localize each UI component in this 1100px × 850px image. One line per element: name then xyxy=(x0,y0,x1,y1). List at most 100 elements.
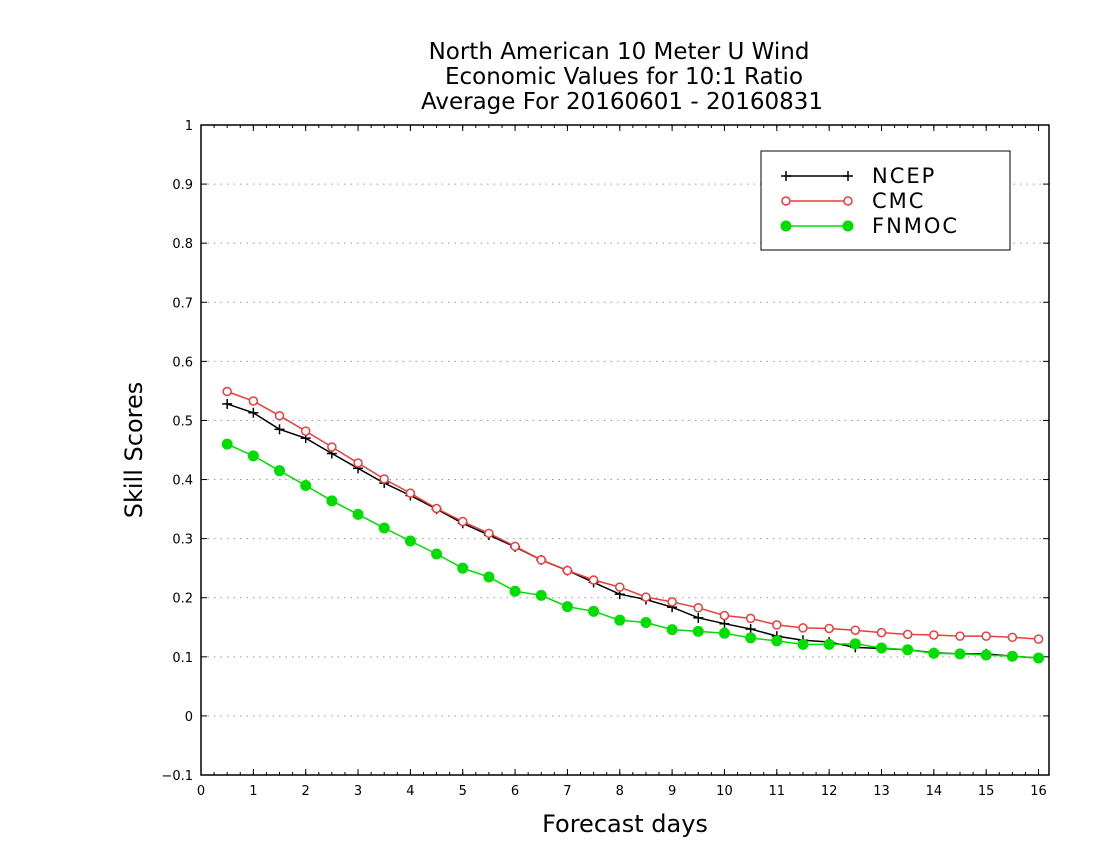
x-tick-label: 16 xyxy=(1030,784,1047,799)
chart-title-line-1: North American 10 Meter U Wind xyxy=(429,39,810,65)
legend-marker-ncep xyxy=(781,171,791,181)
legend-item-ncep: NCEP xyxy=(781,164,934,188)
point-fnmoc xyxy=(797,638,809,650)
point-fnmoc xyxy=(849,638,861,650)
point-cmc xyxy=(300,426,311,436)
series xyxy=(221,386,1045,664)
point-cmc xyxy=(850,625,861,635)
point-cmc xyxy=(772,620,782,630)
x-tick-label: 8 xyxy=(616,784,624,799)
y-tick-label: 0.4 xyxy=(172,474,193,489)
legend-label-cmc: CMC xyxy=(872,189,925,213)
x-tick-label: 1 xyxy=(249,784,257,799)
point-cmc xyxy=(667,597,677,607)
series-line-ncep xyxy=(226,403,1039,659)
point-cmc xyxy=(876,627,887,638)
point-fnmoc xyxy=(535,589,547,601)
y-tick-label: 0.9 xyxy=(172,178,193,193)
point-cmc xyxy=(379,474,389,484)
series-ncep xyxy=(222,398,1044,663)
series-line-fnmoc xyxy=(226,443,1039,659)
point-cmc xyxy=(824,623,834,634)
point-fnmoc xyxy=(640,617,652,629)
point-fnmoc xyxy=(718,627,730,639)
x-tick-label: 11 xyxy=(769,784,786,799)
point-cmc xyxy=(457,516,468,527)
y-tick-label: 0.6 xyxy=(172,355,193,370)
point-fnmoc xyxy=(928,647,940,659)
point-cmc xyxy=(588,575,599,585)
chart-title-line-3: Average For 20160601 - 20160831 xyxy=(421,89,823,115)
y-tick-label: 0.5 xyxy=(172,414,193,429)
legend-marker-ncep xyxy=(843,171,853,181)
point-fnmoc xyxy=(588,605,600,617)
point-fnmoc xyxy=(326,495,338,507)
y-tick-label: 0.3 xyxy=(172,533,193,548)
x-tick-label: 2 xyxy=(302,784,310,799)
point-fnmoc xyxy=(1033,652,1045,664)
y-tick-label: 0.7 xyxy=(172,296,193,311)
point-fnmoc xyxy=(745,632,757,644)
y-tick-label: 0.8 xyxy=(172,237,193,252)
y-tick-label: 1 xyxy=(185,119,193,134)
y-axis-label: Skill Scores xyxy=(120,382,148,519)
x-tick-label: 4 xyxy=(406,784,414,799)
point-fnmoc xyxy=(483,571,495,583)
axis-ticks xyxy=(200,124,1049,776)
x-tick-label: 15 xyxy=(978,784,995,799)
point-fnmoc xyxy=(902,644,914,656)
y-tick-label: 0.1 xyxy=(172,651,193,666)
point-cmc xyxy=(981,631,991,641)
point-fnmoc xyxy=(457,562,469,574)
point-fnmoc xyxy=(666,624,678,636)
point-cmc xyxy=(222,386,232,397)
y-tick-label: 0 xyxy=(185,710,193,725)
point-ncep xyxy=(248,407,259,418)
x-tick-label: 13 xyxy=(873,784,890,799)
legend-item-cmc: CMC xyxy=(781,189,925,213)
point-ncep xyxy=(719,618,730,629)
legend-marker-cmc xyxy=(843,196,853,206)
x-tick-label: 0 xyxy=(197,784,205,799)
point-fnmoc xyxy=(221,438,233,450)
y-tick-labels: −0.1 0 0.1 0.2 0.3 0.4 0.5 0.6 0.7 0.8 0.9 1 xyxy=(161,119,193,784)
point-cmc xyxy=(1033,634,1044,644)
x-tick-label: 12 xyxy=(821,784,838,799)
point-fnmoc xyxy=(509,585,521,597)
point-ncep xyxy=(745,624,756,635)
point-ncep xyxy=(222,398,233,409)
legend-item-fnmoc: FNMOC xyxy=(780,214,957,238)
point-cmc xyxy=(641,592,651,602)
legend-marker-fnmoc xyxy=(780,220,792,232)
point-fnmoc xyxy=(431,548,443,560)
point-cmc xyxy=(353,458,363,468)
point-cmc xyxy=(248,396,259,406)
x-tick-label: 6 xyxy=(511,784,519,799)
point-fnmoc xyxy=(247,450,259,462)
point-ncep xyxy=(693,612,704,623)
point-cmc xyxy=(274,410,285,421)
grid xyxy=(201,183,1049,717)
point-cmc xyxy=(798,623,808,633)
point-cmc xyxy=(562,565,573,576)
point-cmc xyxy=(745,613,756,624)
point-cmc xyxy=(536,555,546,565)
point-fnmoc xyxy=(954,648,966,660)
point-cmc xyxy=(955,631,965,641)
point-fnmoc xyxy=(614,614,626,626)
point-fnmoc xyxy=(1006,650,1018,662)
point-cmc xyxy=(405,488,416,498)
point-fnmoc xyxy=(404,535,416,547)
x-tick-label: 3 xyxy=(354,784,362,799)
point-fnmoc xyxy=(875,642,887,654)
point-cmc xyxy=(1007,632,1018,643)
point-fnmoc xyxy=(771,635,783,647)
point-ncep xyxy=(274,424,285,435)
x-tick-label: 7 xyxy=(563,784,571,799)
point-fnmoc xyxy=(300,479,312,491)
x-tick-label: 10 xyxy=(716,784,733,799)
legend-marker-fnmoc xyxy=(842,220,854,232)
x-tick-label: 14 xyxy=(926,784,943,799)
point-fnmoc xyxy=(378,522,390,534)
